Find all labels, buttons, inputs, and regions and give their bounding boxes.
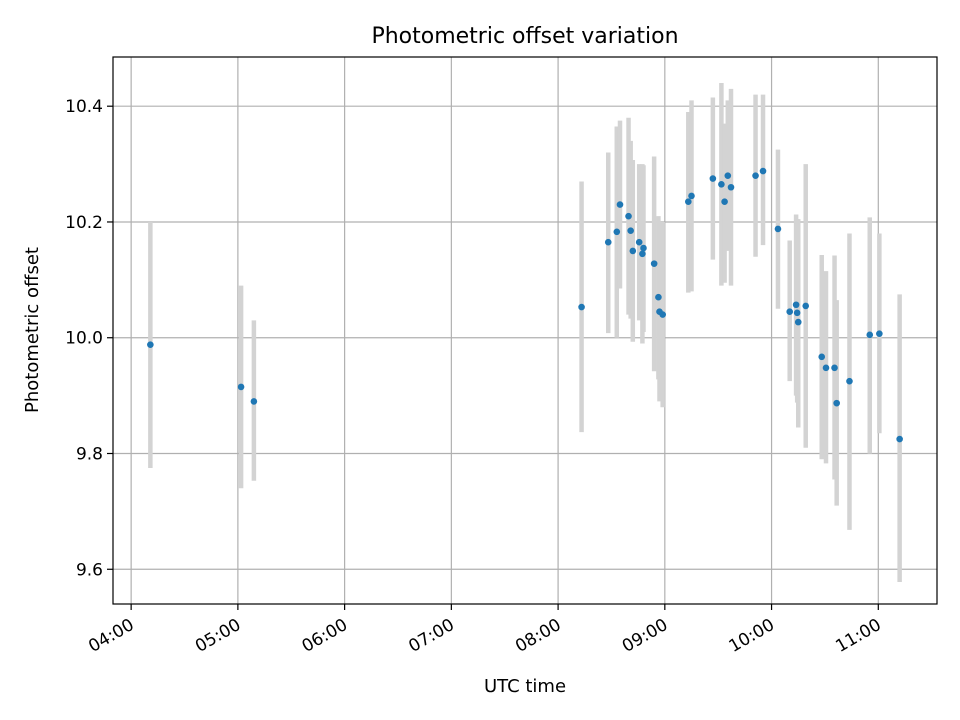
data-point (718, 181, 725, 188)
data-point (786, 308, 794, 315)
data-point (792, 301, 800, 309)
data-point (659, 311, 666, 318)
data-point (846, 377, 853, 385)
data-point (655, 293, 662, 301)
x-tick-label: 04:00 (85, 615, 137, 657)
data-point (752, 172, 759, 179)
error-bars (148, 83, 902, 583)
data-point (724, 172, 732, 179)
data-point (759, 167, 767, 175)
data-point (721, 198, 728, 206)
data-point (818, 353, 826, 361)
x-tick-label: 10:00 (726, 615, 778, 657)
data-point (640, 244, 647, 252)
data-point (709, 175, 717, 182)
data-point (147, 341, 154, 348)
data-point (831, 364, 838, 372)
grid-lines (113, 57, 937, 604)
x-tick-label: 08:00 (512, 615, 564, 657)
y-tick-label: 10.2 (65, 213, 103, 233)
x-axis-label: UTC time (484, 676, 566, 697)
x-tick-label: 07:00 (405, 615, 457, 657)
data-point (639, 250, 646, 258)
data-point (774, 225, 782, 233)
data-point (866, 331, 874, 339)
data-point (802, 302, 810, 310)
data-point (876, 330, 883, 337)
data-point (629, 247, 637, 255)
data-point (688, 192, 695, 200)
chart-title: Photometric offset variation (371, 24, 678, 49)
data-point (833, 399, 840, 407)
data-point (822, 364, 830, 372)
x-tick-label: 11:00 (832, 615, 884, 657)
y-tick-label: 10.0 (65, 329, 103, 349)
data-point (635, 238, 643, 246)
y-tick-label: 9.6 (76, 560, 103, 580)
data-point (613, 228, 621, 236)
data-point (685, 198, 692, 206)
y-axis-label: Photometric offset (22, 247, 43, 413)
data-point (625, 212, 632, 220)
x-tick-label: 05:00 (192, 615, 244, 657)
data-point (578, 303, 585, 311)
data-point (604, 238, 612, 246)
data-point (727, 183, 735, 191)
data-point (793, 309, 801, 317)
data-point (627, 227, 634, 234)
y-tick-label: 10.4 (65, 97, 103, 117)
data-points (147, 167, 903, 443)
data-point (616, 201, 624, 208)
data-point (650, 260, 658, 267)
data-point (896, 435, 903, 443)
plot-frame (112, 56, 938, 605)
data-point (794, 318, 802, 326)
y-tick-label: 9.8 (76, 445, 103, 465)
x-tick-label: 06:00 (299, 615, 351, 657)
x-tick-label: 09:00 (619, 615, 671, 657)
data-point (237, 383, 245, 391)
data-point (250, 398, 258, 405)
